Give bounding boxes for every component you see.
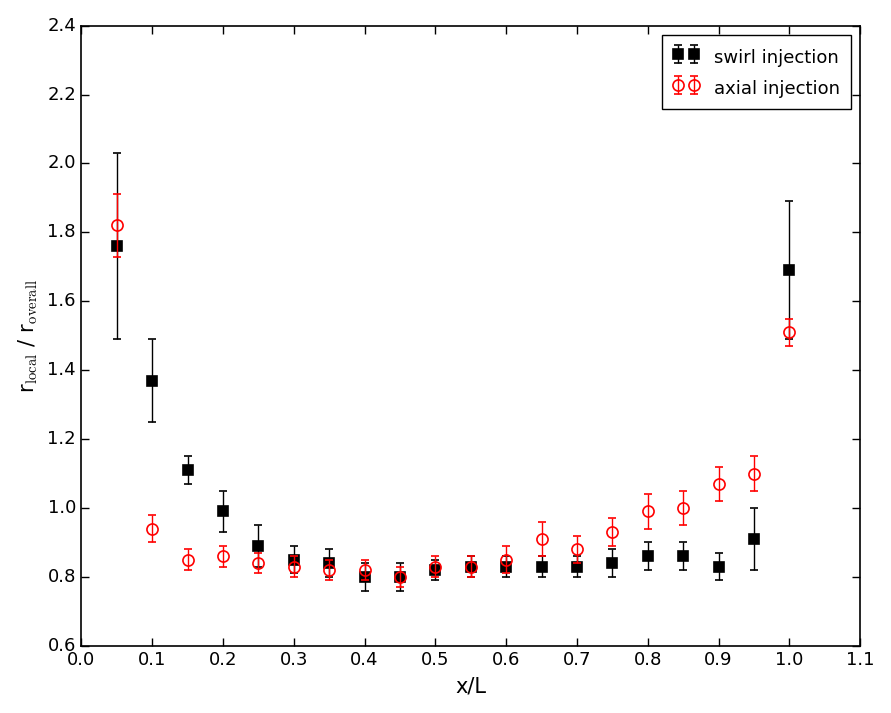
Y-axis label: r$_{\mathrm{local}}$ / r$_{\mathrm{overall}}$: r$_{\mathrm{local}}$ / r$_{\mathrm{overa…	[17, 279, 40, 393]
Legend: swirl injection, axial injection: swirl injection, axial injection	[662, 35, 851, 109]
X-axis label: x/L: x/L	[455, 677, 486, 697]
